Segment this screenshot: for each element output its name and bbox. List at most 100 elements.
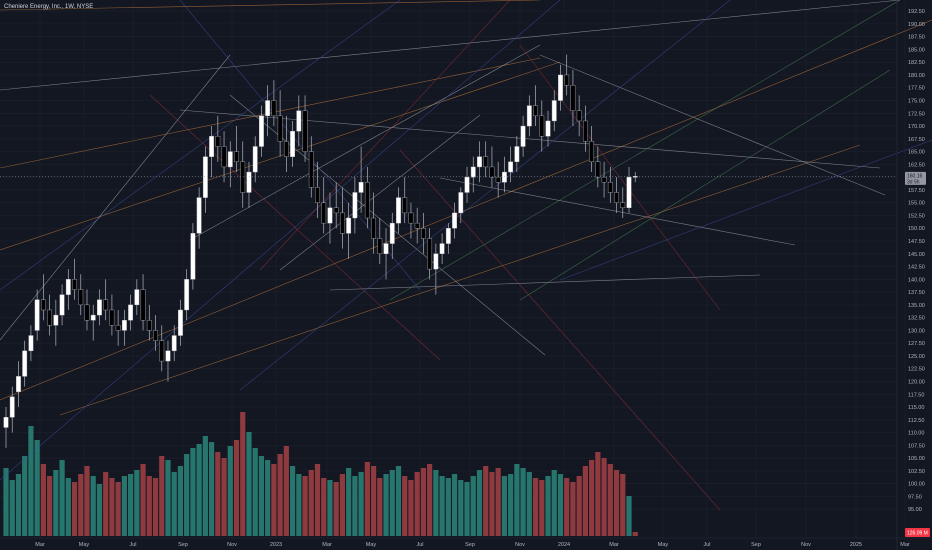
- candle-body: [545, 120, 551, 137]
- x-tick-label: 2024: [558, 542, 570, 548]
- candle-body: [445, 228, 451, 244]
- trendline: [329, 274, 761, 291]
- candle-body: [146, 319, 152, 331]
- volume-bar: [626, 496, 632, 536]
- candle-body: [90, 314, 96, 321]
- volume-bar: [414, 472, 420, 536]
- candle-body: [128, 304, 133, 321]
- y-tick-label: 102.50: [908, 469, 925, 475]
- volume-bar: [445, 478, 451, 536]
- y-tick-label: 132.50: [908, 316, 925, 322]
- candle-body: [171, 335, 177, 352]
- volume-bar: [53, 470, 59, 536]
- candle-body: [109, 309, 115, 326]
- trendline: [519, 44, 721, 311]
- volume-bar: [140, 464, 146, 536]
- candle-body: [502, 171, 507, 183]
- volume-bar: [171, 472, 177, 536]
- trendline: [559, 139, 932, 281]
- candle-body: [620, 202, 626, 209]
- volume-bar: [514, 464, 520, 536]
- volume-bar: [121, 476, 127, 536]
- candle-body: [352, 192, 358, 219]
- candle-body: [327, 207, 333, 224]
- volume-bar: [576, 476, 582, 536]
- volume-bar: [246, 432, 252, 536]
- volume-bar: [227, 446, 233, 536]
- candle-body: [240, 161, 246, 193]
- candle-body: [414, 222, 420, 229]
- candle-body: [252, 146, 258, 173]
- candle-body: [520, 125, 526, 147]
- candle-body: [589, 141, 595, 163]
- candle-body: [558, 74, 563, 101]
- volume-bar: [184, 454, 190, 536]
- candle-body: [315, 187, 320, 203]
- volume-bar: [483, 466, 489, 536]
- x-tick-label: May: [366, 542, 377, 548]
- candle-body: [159, 340, 165, 362]
- candle-body: [452, 212, 457, 229]
- volume-bar: [595, 452, 601, 536]
- candle-body: [265, 100, 271, 117]
- volume-bar: [333, 482, 339, 536]
- volume-bar: [265, 460, 271, 536]
- y-tick-label: 140.00: [908, 277, 925, 283]
- trendline: [0, 0, 561, 481]
- y-tick-label: 135.00: [908, 303, 925, 309]
- volume-bar: [377, 478, 383, 536]
- last-price-label: 160.16: [907, 173, 923, 179]
- last-price-badge: [905, 171, 926, 185]
- volume-bar: [327, 480, 333, 536]
- trendline: [539, 54, 886, 196]
- trendline: [399, 149, 721, 511]
- x-tick-label: Mar: [35, 542, 45, 548]
- volume-bar: [458, 480, 464, 536]
- volume-bar: [208, 442, 215, 536]
- volume-bar: [383, 474, 389, 536]
- candle-body: [178, 309, 183, 336]
- x-tick-label: Jul: [416, 542, 423, 548]
- y-tick-label: 115.00: [908, 405, 924, 411]
- volume-bar: [40, 464, 46, 536]
- volume-bar: [115, 482, 121, 536]
- candle-body: [165, 350, 171, 362]
- trendlines[interactable]: [0, 0, 932, 511]
- volume-bar: [296, 474, 302, 536]
- y-tick-label: 120.00: [908, 380, 925, 386]
- candle-body: [632, 176, 638, 178]
- candle-body: [72, 279, 77, 290]
- y-tick-label: 127.50: [908, 341, 925, 347]
- candle-body: [202, 156, 208, 198]
- y-tick-label: 97.50: [908, 494, 922, 500]
- candle-body: [121, 319, 127, 331]
- volume-badge-label: 126.09 M: [907, 531, 928, 537]
- x-tick-label: Jul: [129, 542, 136, 548]
- volume-bar: [71, 482, 78, 536]
- candle-body: [576, 110, 582, 122]
- candle-body: [221, 146, 227, 168]
- x-tick-label: 2023: [270, 542, 282, 548]
- y-tick-label: 125.00: [908, 354, 925, 360]
- volume-bar: [470, 476, 476, 536]
- y-tick-label: 182.50: [908, 60, 925, 66]
- candle-body: [614, 192, 619, 203]
- volume-bar: [96, 484, 103, 536]
- candle-body: [227, 151, 233, 168]
- y-tick-label: 180.00: [908, 73, 925, 79]
- volume-bar: [146, 476, 152, 536]
- symbol-title[interactable]: Cheniere Energy, Inc., 1W, NYSE: [4, 4, 94, 10]
- candle-body: [277, 115, 283, 142]
- time-axis[interactable]: Mar May Jul Sep Nov 2023 Mar May Jul Sep Nov 2024 Ma…: [0, 537, 932, 548]
- candlesticks: [3, 54, 638, 448]
- volume-bar: [15, 474, 22, 536]
- volume-bar: [395, 466, 402, 536]
- candle-body: [134, 289, 140, 306]
- volume-bar: [532, 478, 539, 536]
- candle-body: [389, 222, 395, 244]
- candle-body: [564, 74, 570, 86]
- volume-bar: [215, 452, 221, 536]
- x-tick-label: Jul: [703, 542, 710, 548]
